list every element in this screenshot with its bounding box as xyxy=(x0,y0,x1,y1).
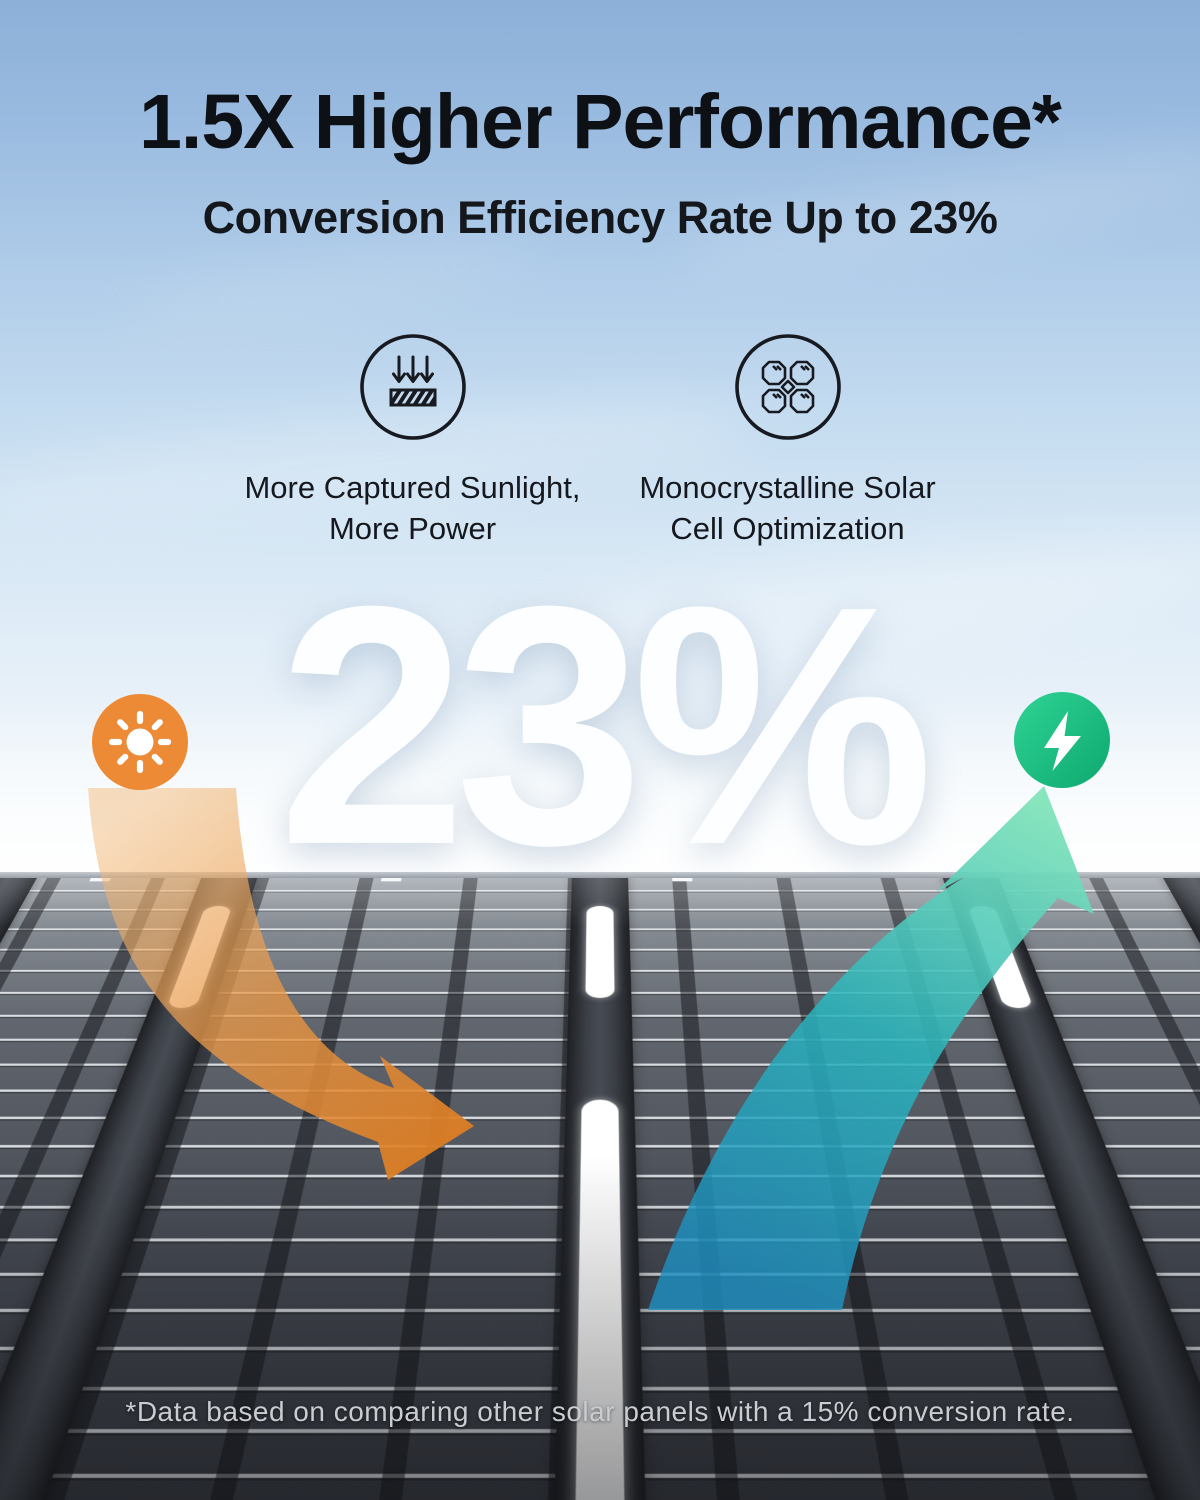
feature-label-line: Monocrystalline Solar xyxy=(639,470,936,505)
energy-badge xyxy=(1014,692,1110,788)
footnote: *Data based on comparing other solar pan… xyxy=(125,1396,1075,1427)
feature-label: Monocrystalline Solar Cell Optimization xyxy=(618,467,958,549)
seam-highlight xyxy=(585,906,615,998)
seam-highlight xyxy=(166,906,233,1008)
page-title: 1.5X Higher Performance* xyxy=(139,79,1062,165)
big-stat: 23% xyxy=(277,536,935,916)
feature-captured-sunlight: More Captured Sunlight, More Power xyxy=(243,332,583,549)
sun-icon xyxy=(108,710,172,774)
lightning-icon xyxy=(1044,711,1081,771)
cloud-streak xyxy=(118,231,542,339)
monocrystalline-cell-icon xyxy=(734,334,841,440)
feature-label-line: More Captured Sunlight, xyxy=(244,470,581,505)
sunlight-absorption-icon xyxy=(359,334,466,440)
sun-badge xyxy=(92,694,188,790)
feature-row: More Captured Sunlight, More Power xyxy=(0,332,1200,549)
seam-highlight xyxy=(967,906,1034,1008)
horizon-edge xyxy=(0,872,1200,878)
page-subtitle: Conversion Efficiency Rate Up to 23% xyxy=(202,192,998,243)
feature-label-line: More Power xyxy=(328,511,497,546)
feature-monocrystalline: Monocrystalline Solar Cell Optimization xyxy=(618,332,958,549)
seam-highlight xyxy=(573,1099,627,1500)
feature-label-line: Cell Optimization xyxy=(670,511,905,546)
feature-label: More Captured Sunlight, More Power xyxy=(243,467,583,549)
